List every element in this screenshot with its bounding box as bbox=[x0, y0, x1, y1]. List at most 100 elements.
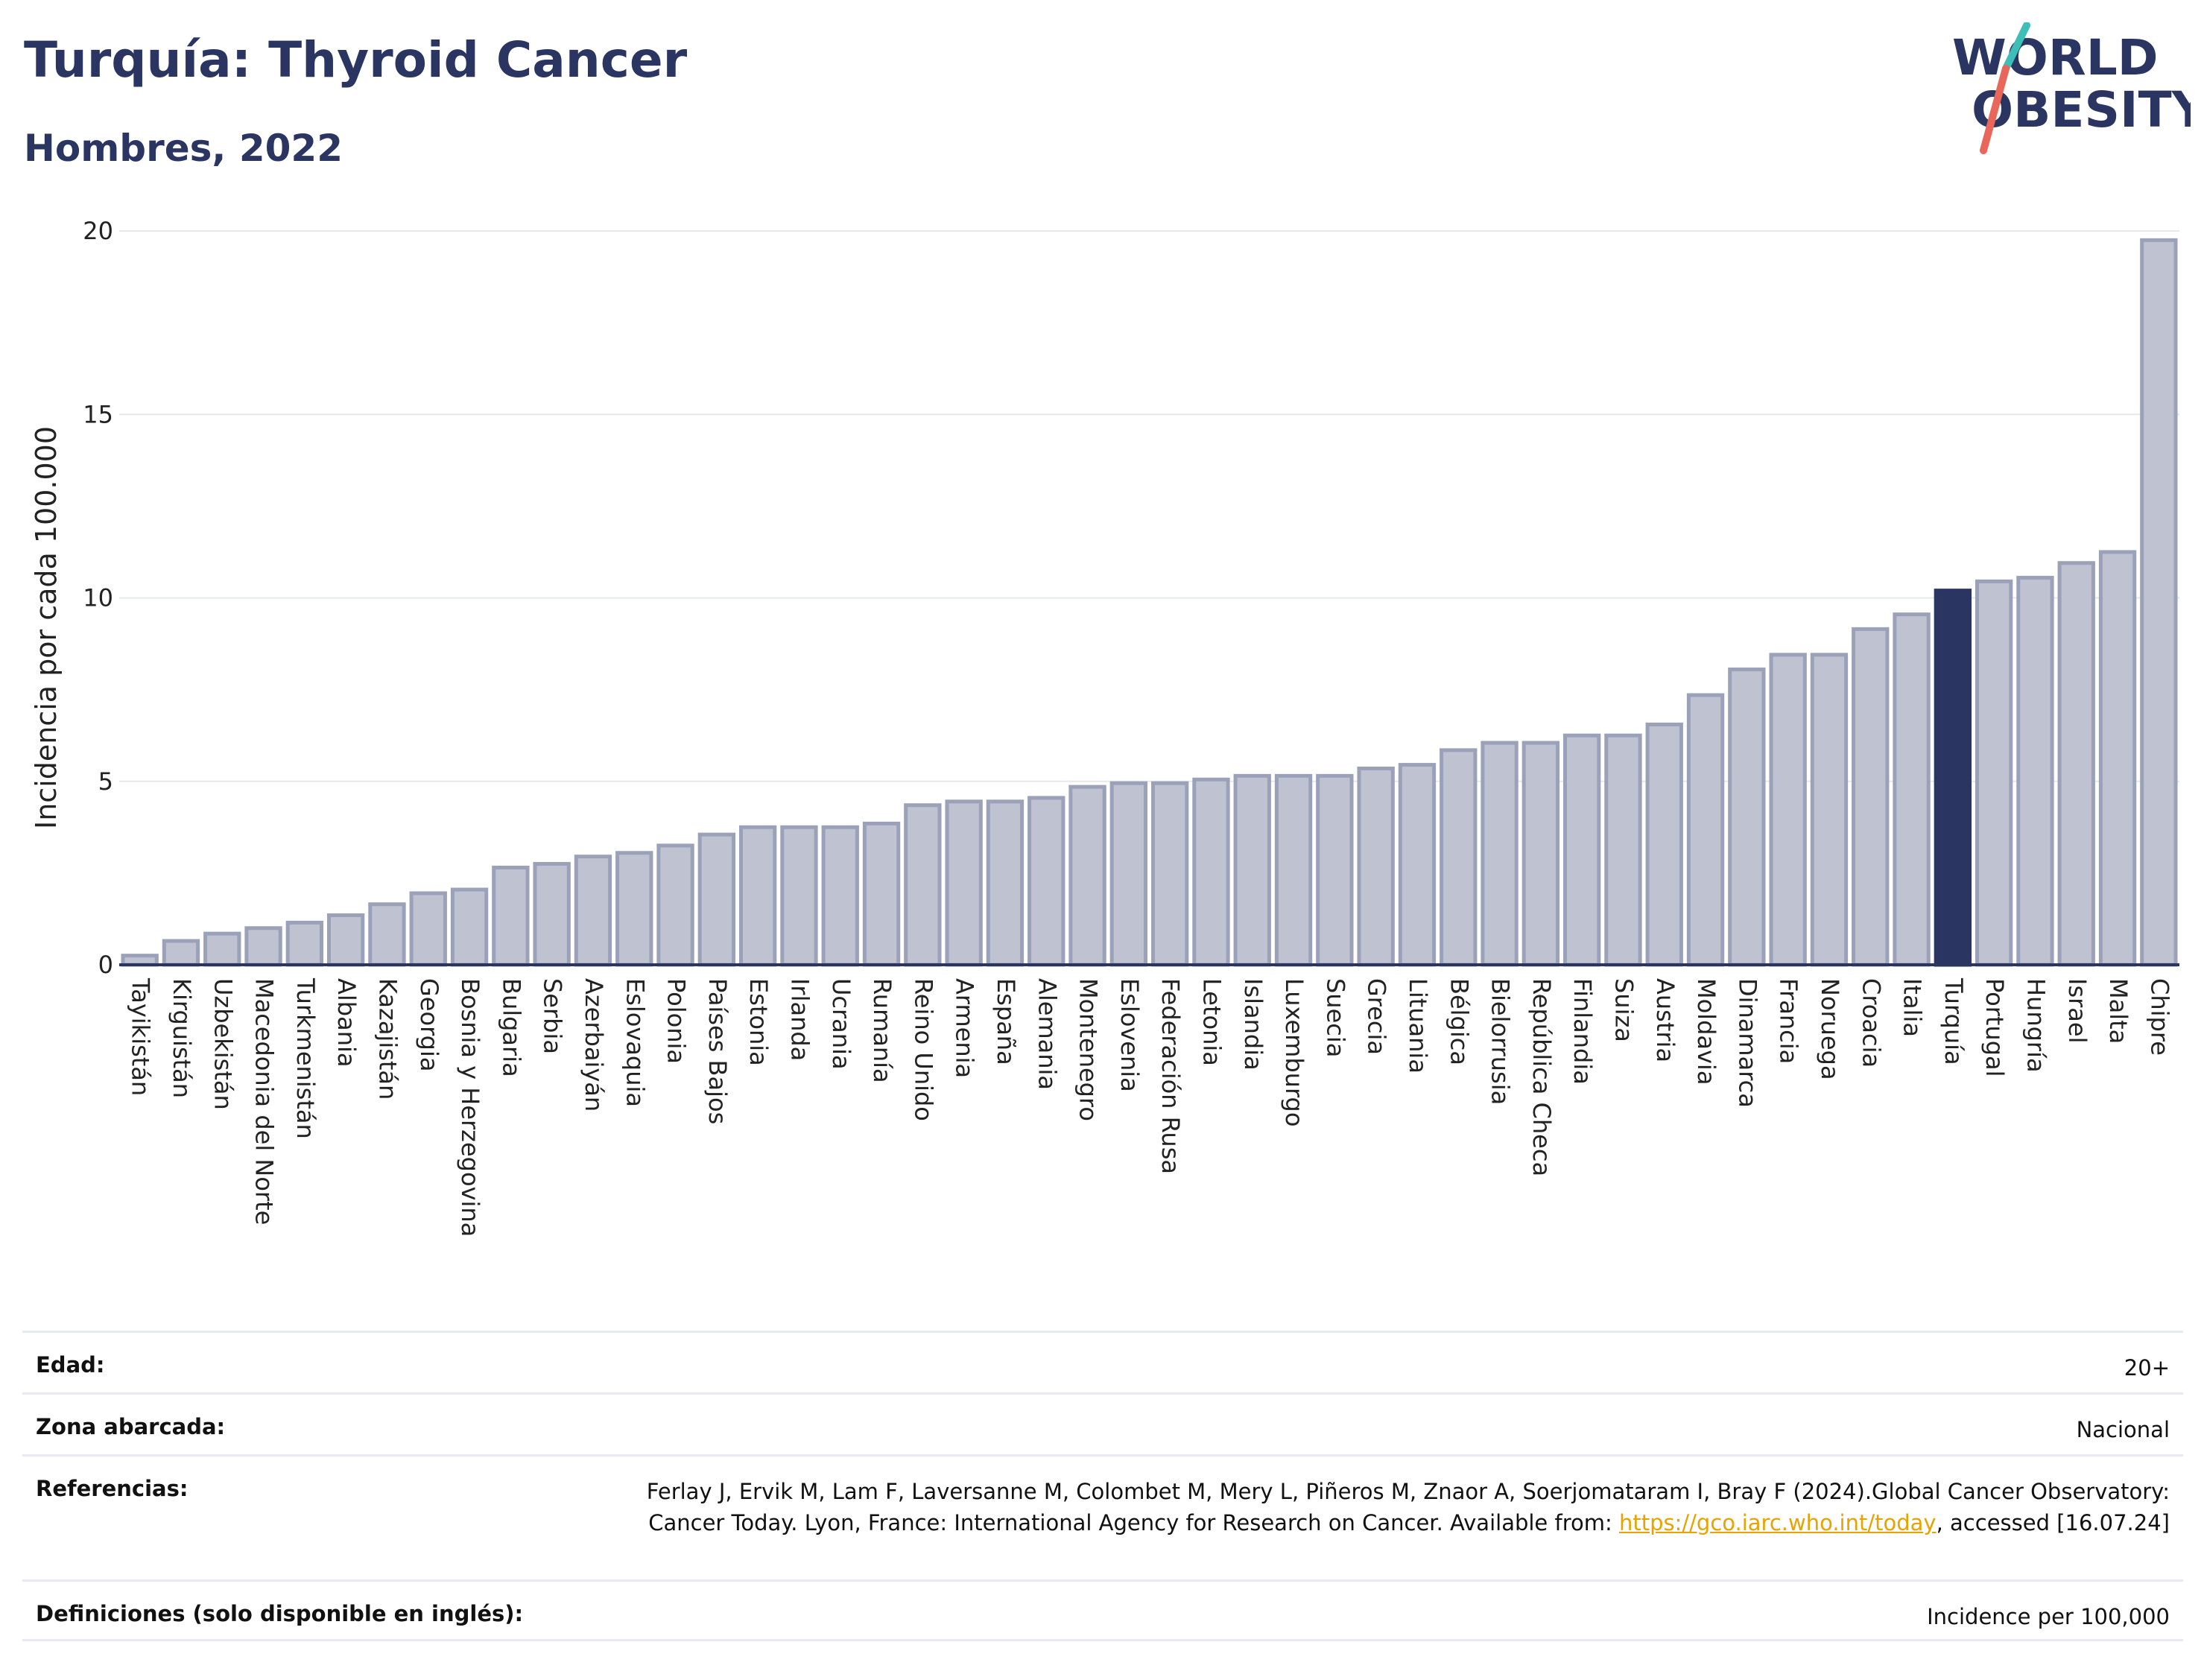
bar-14 bbox=[697, 832, 736, 967]
meta-row-definitions: Definiciones (solo disponible en inglés)… bbox=[22, 1579, 2183, 1641]
bar-25 bbox=[1150, 781, 1189, 967]
references-value: Ferlay J, Ervik M, Lam F, Laversanne M, … bbox=[620, 1476, 2170, 1538]
x-tick-label: Turquía bbox=[1939, 977, 1968, 1065]
bar-46 bbox=[2016, 575, 2054, 967]
bar-32 bbox=[1440, 748, 1478, 967]
x-tick-label: Croacia bbox=[1857, 978, 1885, 1068]
x-tick-label: Eslovaquia bbox=[621, 978, 649, 1107]
bars bbox=[121, 238, 2178, 967]
references-link[interactable]: https://gco.iarc.who.int/today bbox=[1618, 1510, 1937, 1536]
bar-2 bbox=[203, 931, 241, 967]
x-tick-label: Islandia bbox=[1239, 978, 1267, 1071]
y-tick-labels: 0 5 10 15 20 bbox=[83, 217, 113, 979]
bar-35 bbox=[1562, 733, 1601, 967]
bar-12 bbox=[615, 851, 653, 967]
age-label: Edad: bbox=[36, 1352, 105, 1378]
world-obesity-logo: WORLD OBESITY bbox=[1952, 22, 2191, 154]
bar-21 bbox=[986, 799, 1025, 967]
bar-37 bbox=[1645, 722, 1683, 967]
x-tick-label: Turkmenistán bbox=[291, 977, 320, 1139]
x-tick-label: Bielorrusia bbox=[1486, 978, 1515, 1105]
x-tick-label: Israel bbox=[2063, 978, 2091, 1043]
x-tick-label: República Checa bbox=[1527, 978, 1556, 1176]
x-tick-label: Serbia bbox=[539, 978, 567, 1054]
bar-9 bbox=[492, 865, 530, 967]
bar-18 bbox=[862, 821, 901, 967]
references-accessed: , accessed [16.07.24] bbox=[1936, 1510, 2170, 1536]
references-label: Referencias: bbox=[36, 1476, 189, 1501]
bar-23 bbox=[1068, 784, 1106, 967]
bar-43 bbox=[1893, 612, 1931, 967]
x-tick-label: Ucrania bbox=[827, 978, 855, 1070]
x-tick-label: Austria bbox=[1651, 978, 1679, 1062]
definitions-value: Incidence per 100,000 bbox=[1927, 1604, 2170, 1629]
meta-row-references: Referencias: Ferlay J, Ervik M, Lam F, L… bbox=[22, 1454, 2183, 1579]
bar-36 bbox=[1604, 733, 1642, 967]
x-category-labels: Tayikistán Kirguistán Uzbekistán Macedonia … bbox=[127, 977, 2174, 1237]
x-tick-label: Armenia bbox=[951, 978, 979, 1078]
x-tick-label: Montenegro bbox=[1074, 978, 1103, 1121]
x-tick-label: Uzbekistán bbox=[209, 978, 237, 1110]
x-tick-label: Suecia bbox=[1321, 978, 1349, 1057]
age-value: 20+ bbox=[2124, 1355, 2170, 1381]
bar-41 bbox=[1810, 653, 1849, 967]
x-tick-label: Chipre bbox=[2145, 978, 2173, 1056]
bar-8 bbox=[450, 887, 489, 967]
x-tick-label: Irlanda bbox=[785, 978, 814, 1061]
meta-row-area: Zona abarcada: Nacional bbox=[22, 1392, 2183, 1454]
x-tick-label: Suiza bbox=[1609, 978, 1638, 1042]
logo-slash-coral bbox=[1980, 65, 2010, 154]
x-tick-label: Luxemburgo bbox=[1280, 978, 1308, 1126]
bar-31 bbox=[1398, 763, 1437, 967]
bar-47 bbox=[2057, 561, 2095, 967]
bar-45 bbox=[1975, 579, 2013, 967]
x-tick-label: Reino Unido bbox=[909, 978, 937, 1121]
y-tick-label: 0 bbox=[98, 951, 113, 979]
x-tick-label: Letonia bbox=[1197, 978, 1226, 1066]
bar-27 bbox=[1233, 773, 1271, 967]
x-tick-label: Lituania bbox=[1404, 978, 1432, 1074]
x-tick-label: Kazajistán bbox=[373, 978, 402, 1100]
x-tick-label: Tayikistán bbox=[127, 977, 155, 1096]
x-tick-label: Bosnia y Herzegovina bbox=[456, 978, 484, 1237]
x-tick-label: Polonia bbox=[662, 978, 691, 1064]
bar-28 bbox=[1274, 773, 1313, 967]
bar-22 bbox=[1027, 796, 1065, 967]
y-tick-label: 10 bbox=[83, 584, 113, 612]
logo-line1: WORLD bbox=[1952, 29, 2159, 86]
bar-44 bbox=[1934, 589, 1972, 967]
x-tick-label: Georgia bbox=[415, 978, 443, 1071]
bar-4 bbox=[285, 920, 324, 967]
bar-17 bbox=[821, 825, 859, 967]
bar-10 bbox=[533, 862, 571, 967]
bar-42 bbox=[1852, 627, 1890, 967]
bar-24 bbox=[1109, 781, 1148, 967]
bar-48 bbox=[2098, 550, 2137, 967]
y-tick-label: 20 bbox=[83, 217, 113, 245]
x-tick-label: España bbox=[992, 978, 1020, 1065]
bar-40 bbox=[1769, 653, 1807, 967]
bar-11 bbox=[574, 855, 612, 967]
x-tick-label: Macedonia del Norte bbox=[250, 978, 279, 1225]
bar-6 bbox=[368, 902, 406, 967]
x-tick-label: Bélgica bbox=[1445, 978, 1473, 1065]
bar-49 bbox=[2140, 238, 2178, 967]
y-tick-label: 5 bbox=[98, 767, 113, 796]
bar-20 bbox=[945, 799, 983, 967]
x-tick-label: Eslovenia bbox=[1115, 978, 1144, 1092]
bar-38 bbox=[1686, 693, 1725, 967]
x-tick-label: Portugal bbox=[1980, 978, 2009, 1077]
bar-1 bbox=[162, 939, 200, 967]
bar-39 bbox=[1728, 668, 1766, 967]
bar-30 bbox=[1357, 767, 1395, 967]
definitions-label: Definiciones (solo disponible en inglés)… bbox=[36, 1601, 524, 1626]
bar-5 bbox=[326, 913, 365, 967]
x-tick-label: Grecia bbox=[1363, 978, 1391, 1055]
y-axis-title: Incidencia por cada 100.000 bbox=[30, 426, 63, 829]
references-text: Ferlay J, Ervik M, Lam F, Laversanne M, … bbox=[646, 1479, 2170, 1536]
area-label: Zona abarcada: bbox=[36, 1414, 226, 1439]
bar-chart: 0 5 10 15 20 Tayikistán Kirguistán Uzbekistán M… bbox=[30, 217, 2179, 1237]
x-tick-label: Alemania bbox=[1033, 978, 1061, 1090]
bar-7 bbox=[409, 891, 447, 967]
x-tick-label: Albania bbox=[332, 978, 361, 1067]
